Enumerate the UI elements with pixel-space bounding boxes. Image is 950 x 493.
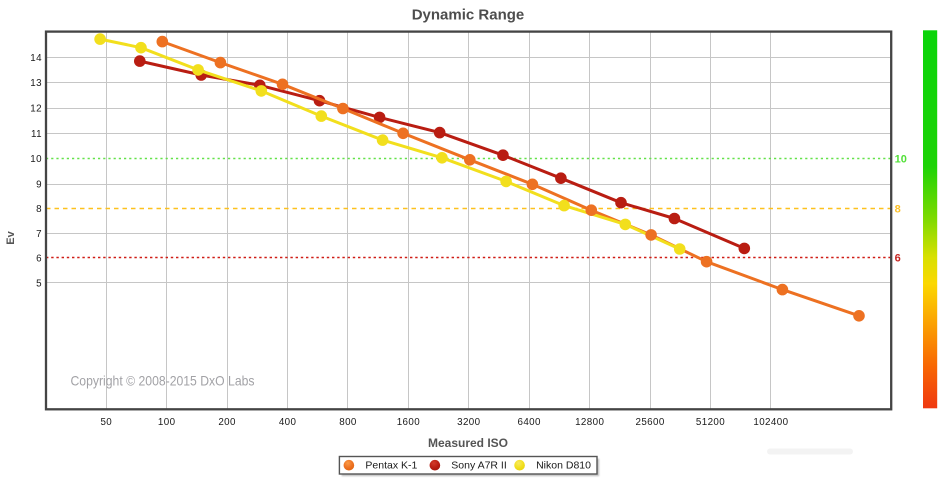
svg-text:Ev: Ev	[5, 230, 17, 244]
svg-text:50: 50	[100, 417, 112, 428]
svg-text:102400: 102400	[753, 417, 788, 428]
svg-text:Pentax K-1: Pentax K-1	[365, 460, 417, 472]
svg-text:6: 6	[895, 253, 901, 265]
svg-text:10: 10	[30, 154, 42, 165]
svg-text:100: 100	[158, 417, 176, 428]
svg-text:Copyright © 2008-2015 DxO Labs: Copyright © 2008-2015 DxO Labs	[71, 373, 255, 389]
svg-text:51200: 51200	[696, 417, 725, 428]
svg-text:12: 12	[30, 104, 42, 115]
svg-text:9: 9	[36, 180, 42, 191]
svg-text:200: 200	[218, 417, 236, 428]
svg-text:11: 11	[31, 129, 42, 140]
svg-text:8: 8	[895, 203, 901, 215]
svg-text:1600: 1600	[397, 417, 421, 428]
svg-text:Measured ISO: Measured ISO	[428, 436, 508, 450]
svg-text:7: 7	[36, 229, 42, 240]
svg-text:Nikon D810: Nikon D810	[536, 460, 591, 472]
svg-text:10: 10	[895, 154, 907, 166]
svg-text:6: 6	[36, 253, 42, 264]
svg-text:25600: 25600	[635, 417, 664, 428]
svg-text:3200: 3200	[457, 417, 481, 428]
svg-text:800: 800	[339, 417, 357, 428]
svg-text:8: 8	[36, 204, 42, 215]
svg-text:14: 14	[30, 53, 42, 64]
svg-text:12800: 12800	[575, 417, 604, 428]
svg-text:Dynamic Range: Dynamic Range	[412, 7, 525, 24]
svg-text:13: 13	[30, 78, 42, 89]
svg-text:5: 5	[36, 278, 42, 289]
svg-text:6400: 6400	[517, 417, 541, 428]
svg-text:Sony A7R II: Sony A7R II	[451, 460, 506, 472]
svg-text:400: 400	[279, 417, 297, 428]
